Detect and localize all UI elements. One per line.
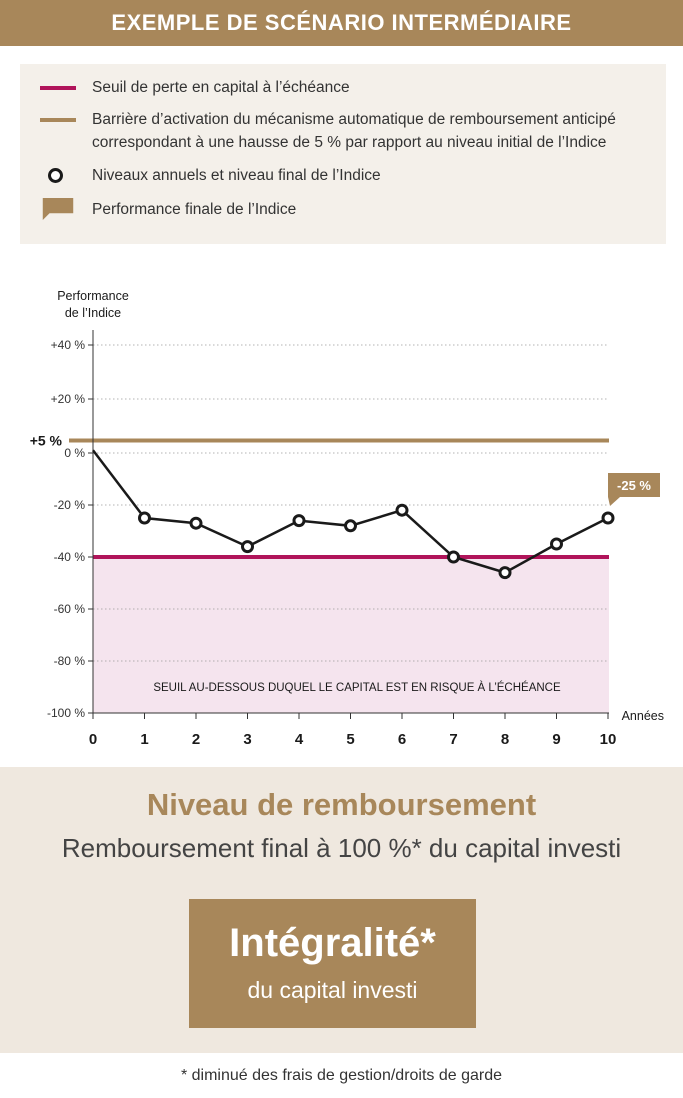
callout-flag-icon (42, 198, 74, 220)
index-marker (189, 516, 203, 530)
callout-value: -25 % (617, 478, 651, 493)
tan-line-icon (40, 118, 76, 122)
legend-box: Seuil de perte en capital à l’échéance B… (20, 64, 666, 244)
ring-marker-icon (48, 168, 63, 183)
x-tick-label: 9 (552, 731, 560, 748)
repayment-box: Intégralité* du capital investi (189, 899, 476, 1028)
final-performance-callout: -25 % (608, 473, 660, 506)
y-tick-label: -40 % (54, 550, 86, 564)
y-tick-label: +20 % (51, 392, 86, 406)
y-tick-label: 0 % (64, 446, 85, 460)
y-tick-label: -80 % (54, 654, 86, 668)
legend-label: Niveaux annuels et niveau final de l’Ind… (92, 167, 381, 184)
risk-zone (93, 557, 609, 713)
index-marker (447, 550, 460, 564)
footnote: * diminué des frais de gestion/droits de… (180, 1067, 503, 1084)
repayment-title: Niveau de remboursement (146, 787, 537, 822)
x-tick-label: 7 (449, 731, 457, 748)
repayment-subtitle: Remboursement final à 100 %* du capital … (61, 833, 622, 863)
repayment-box-sub: du capital investi (247, 977, 418, 1003)
x-tick-label: 3 (243, 731, 251, 748)
index-marker (292, 514, 306, 528)
x-tick-label: 10 (600, 731, 617, 748)
index-marker (395, 503, 409, 517)
legend-label: Performance finale de l’Indice (92, 201, 297, 218)
magenta-line-icon (40, 86, 76, 90)
scenario-header: EXEMPLE DE SCÉNARIO INTERMÉDIAIRE (0, 0, 683, 46)
x-tick-label: 8 (501, 731, 509, 748)
performance-chart: Performance de l’Indice +40 % +20 % 0 % -20… (30, 289, 664, 748)
x-tick-label: 5 (346, 731, 354, 748)
x-tick-label: 1 (140, 731, 148, 748)
legend-label: Barrière d’activation du mécanisme autom… (92, 111, 616, 151)
x-axis-title: Années (622, 709, 664, 723)
legend-label: Seuil de perte en capital à l’échéance (92, 79, 350, 96)
y-tick-label: -60 % (54, 602, 86, 616)
x-tick-label: 2 (192, 731, 200, 748)
scenario-title: EXEMPLE DE SCÉNARIO INTERMÉDIAIRE (111, 10, 572, 35)
index-marker (498, 566, 512, 580)
y-axis-title-line2: de l’Indice (65, 306, 121, 320)
index-marker (601, 511, 615, 525)
barrier-label: +5 % (30, 433, 63, 449)
index-marker (344, 519, 357, 533)
risk-zone-label: SEUIL AU-DESSOUS DUQUEL LE CAPITAL EST E… (153, 681, 561, 694)
y-tick-label: -100 % (47, 706, 85, 720)
index-marker (241, 540, 254, 554)
x-tick-label: 6 (398, 731, 406, 748)
index-marker (550, 537, 563, 551)
repayment-box-main: Intégralité* (229, 921, 436, 965)
y-tick-label: +40 % (51, 338, 86, 352)
index-line (92, 449, 609, 574)
x-tick-label: 0 (89, 731, 97, 748)
index-marker (138, 511, 151, 525)
y-tick-label: -20 % (54, 498, 86, 512)
index-markers (138, 503, 615, 580)
x-axis-ticks: 0 1 2 3 4 5 6 7 8 9 10 (89, 713, 617, 748)
repayment-section: Niveau de remboursement Remboursement fi… (0, 767, 683, 1053)
x-tick-label: 4 (295, 731, 304, 748)
y-axis-title-line1: Performance (57, 289, 129, 303)
y-axis-ticks: +40 % +20 % 0 % -20 % -40 % -60 % -80 % -100 % (47, 338, 93, 720)
callout-flag (608, 473, 660, 506)
